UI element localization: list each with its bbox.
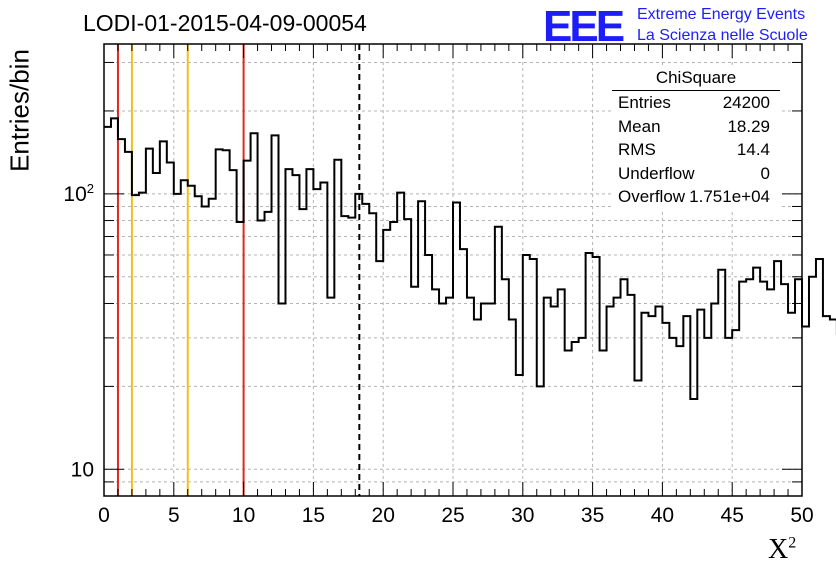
stats-value: 14.4 bbox=[736, 140, 770, 159]
x-axis-label-base: X bbox=[768, 534, 789, 565]
stats-key: Overflow bbox=[618, 187, 686, 206]
x-tick-label: 45 bbox=[721, 504, 744, 527]
x-tick-label: 5 bbox=[168, 504, 180, 527]
y-axis-label: Entries/bin bbox=[4, 49, 35, 172]
stats-title: ChiSquare bbox=[612, 68, 780, 91]
chart-title: LODI-01-2015-04-09-00054 bbox=[83, 10, 367, 36]
stats-key: Underflow bbox=[618, 163, 695, 183]
histogram-series bbox=[104, 117, 836, 400]
stats-value: 24200 bbox=[722, 93, 770, 112]
x-axis-label-sup: 2 bbox=[788, 534, 797, 552]
stats-row-overflow: Overflow 1.751e+04 bbox=[612, 185, 780, 209]
stats-row-entries: Entries 24200 bbox=[612, 91, 780, 115]
stats-value: 1.751e+04 bbox=[689, 187, 770, 206]
x-tick-label: 50 bbox=[790, 504, 813, 527]
stats-value: 0 bbox=[760, 163, 770, 183]
x-tick-label: 15 bbox=[302, 504, 325, 527]
stats-key: Entries bbox=[618, 93, 671, 112]
stats-row-underflow: Underflow 0 bbox=[612, 162, 780, 186]
logo-line-1: Extreme Energy Events bbox=[637, 6, 806, 23]
stats-row-mean: Mean 18.29 bbox=[612, 115, 780, 139]
x-tick-label: 10 bbox=[232, 504, 255, 527]
x-tick-label: 40 bbox=[651, 504, 674, 527]
y-tick-label-base: 10 bbox=[63, 183, 86, 206]
eee-logo: EEE bbox=[543, 2, 625, 51]
stats-value: 18.29 bbox=[727, 116, 770, 136]
x-tick-label: 0 bbox=[98, 504, 110, 527]
x-tick-label: 25 bbox=[441, 504, 464, 527]
stats-key: Mean bbox=[618, 116, 661, 136]
stats-box: ChiSquare Entries 24200 Mean 18.29 RMS 14.4… bbox=[612, 68, 780, 209]
y-tick-label-exp: 2 bbox=[87, 181, 94, 196]
y-tick-label-base: 10 bbox=[71, 458, 94, 481]
stats-key: RMS bbox=[618, 140, 656, 159]
logo-caption: Extreme Energy Events La Scienza nelle S… bbox=[637, 4, 808, 46]
x-tick-label: 30 bbox=[511, 504, 534, 527]
reference-lines bbox=[116, 44, 361, 496]
x-axis-label: X2 bbox=[768, 534, 796, 566]
x-tick-labels: 0 5 10 15 20 25 30 35 40 45 50 bbox=[98, 504, 814, 527]
stats-row-rms: RMS 14.4 bbox=[612, 138, 780, 162]
logo-line-2: La Scienza nelle Scuole bbox=[637, 27, 808, 44]
y-tick-label: 10 bbox=[71, 458, 94, 481]
y-tick-label: 102 bbox=[63, 181, 94, 206]
x-tick-label: 35 bbox=[581, 504, 604, 527]
axis-ticks bbox=[103, 44, 803, 496]
x-tick-label: 20 bbox=[372, 504, 395, 527]
